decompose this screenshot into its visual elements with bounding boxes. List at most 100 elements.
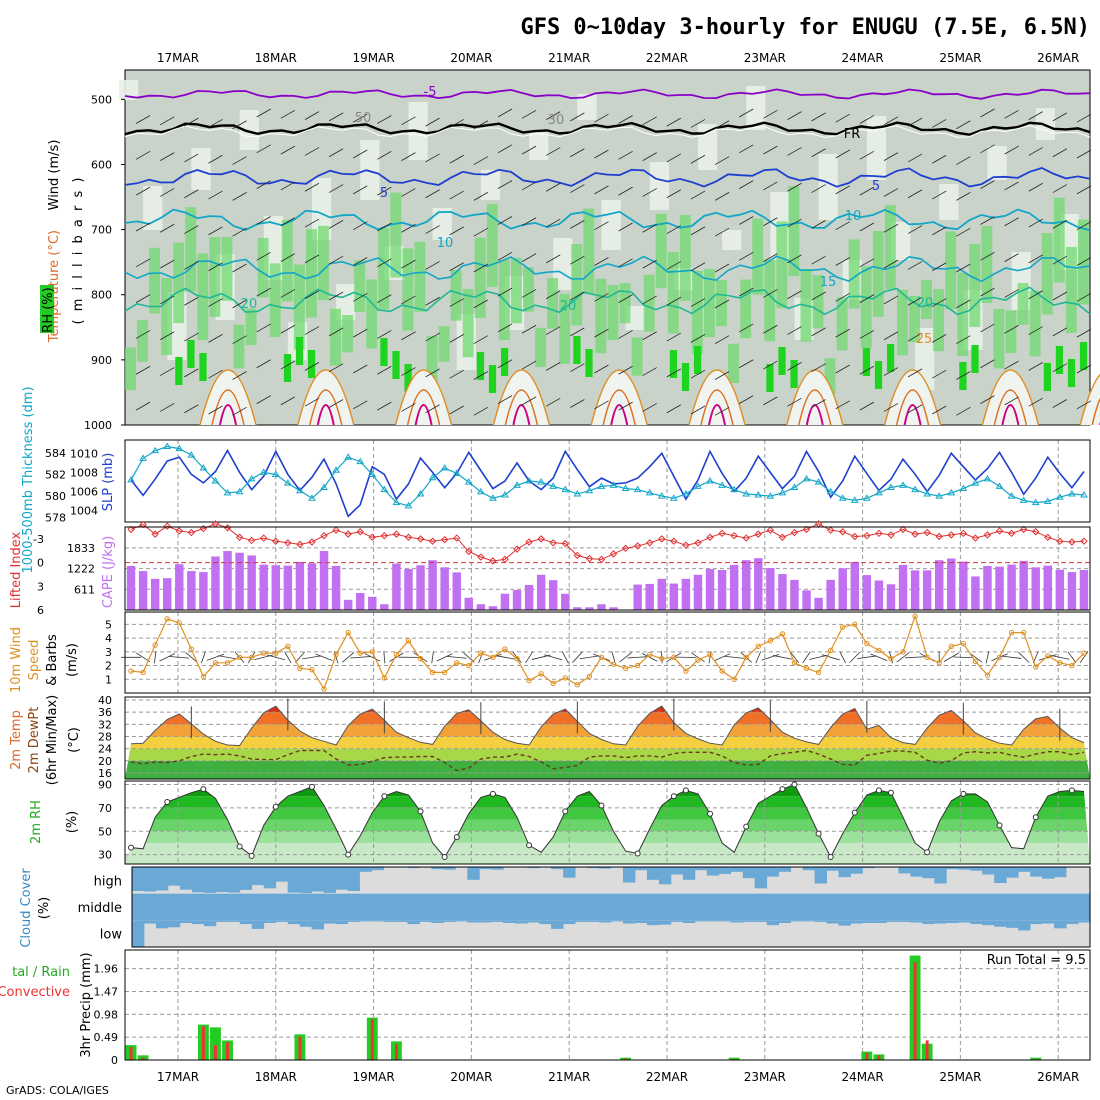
wind-barb [739,359,754,369]
lifted-index-point [609,550,618,558]
wind-barb-10m [1018,651,1030,663]
wind-barb [1028,397,1043,407]
wind-barb [160,259,175,269]
wind-barb-10m [462,652,475,663]
cloud-cover-bar [970,867,983,871]
top-date-label: 24MAR [842,51,884,65]
wind-barb [739,216,754,225]
wind-barb [763,360,778,370]
cloud-cover-bar [287,893,301,921]
cloud-cover-bar [491,867,504,870]
warm-plume-inner [602,389,636,426]
thickness-point [187,451,196,458]
precip-convective-bar [624,1058,628,1060]
wind-barb [932,119,947,128]
lifted-index-point [380,531,389,540]
moist-streak [691,270,703,354]
cloud-cover-bar [503,893,516,921]
wind-barb [497,180,513,189]
moist-streak [897,289,908,356]
wind-barb [521,217,537,227]
wind-barb [232,227,247,237]
moist-streak [571,244,583,326]
cloud-cover-bar [467,867,480,880]
saturated-streak [874,361,883,389]
wind-barb [497,323,513,333]
cape-bar [512,590,522,610]
moist-streak [836,297,848,351]
wind-barb [208,298,223,307]
wind-barb [160,116,175,126]
cape-bar [1043,565,1053,610]
rh-point [345,851,352,858]
rh-point [815,830,822,837]
wind-barb [956,120,971,130]
cloud-cover-bar [179,867,193,890]
wind-barb-10m [789,651,800,663]
thickness-point [971,479,980,486]
dry-patch [866,116,887,180]
wind-barb [618,186,633,196]
wind-barb [1028,326,1043,335]
thickness-point [271,470,280,478]
cape-bar [645,583,654,610]
thickness-point [1055,493,1064,500]
cloud-cover-bar [407,920,420,925]
cloud-cover-bar [551,893,564,921]
lifted-index-tick: 6 [37,604,44,617]
moist-streak [511,257,522,324]
hot-plume [414,404,433,426]
wind-barb [328,255,344,265]
wind-barb [859,294,875,303]
wind-barb [666,153,682,163]
cloud-cover-bar [251,867,265,886]
lifted-index-point [971,534,980,542]
cloud-row-clear [132,920,1090,947]
cloud-cover-bar [323,893,336,921]
wind-barb [883,295,899,305]
wind-barb [521,396,537,406]
moist-streak [342,315,353,353]
lifted-index-point [187,528,196,537]
wind-10m-label: 10m Wind [9,627,24,693]
cloud-cover-bar [742,893,756,921]
wind-barb [907,117,923,127]
cloud-cover-bar [1054,893,1067,921]
wind-barb-10m [857,655,877,660]
wind-barb [208,334,223,343]
cape-lifted-index-panel: -3 0 3 6 1833 1222 611 [33,520,1091,617]
cape-bar [368,596,377,610]
lifted-index-point [489,557,497,565]
rh-point [128,844,135,851]
wind-barb [763,253,778,262]
moist-streak [245,308,257,346]
wind-barb [1004,145,1019,155]
saturated-streak [476,352,485,380]
wind-barb [256,359,271,369]
wind-barb [208,369,223,379]
cloud-cover-bar [922,867,935,879]
cloud-cover-bar [1078,893,1091,921]
moist-streak [1005,310,1017,354]
wind-speed-point [960,640,967,647]
wind-barb-10m [802,651,811,664]
thickness-point [862,494,871,501]
temperature-tick: 24 [98,743,112,756]
cloud-cover-bar [263,867,277,889]
wind-barb [835,400,850,410]
thickness-point [573,489,582,497]
cloud-cover-bar [1006,867,1019,878]
moist-streak [740,279,752,339]
wind-barb [208,405,223,415]
thickness-point [1068,489,1076,497]
rh-point [960,790,967,797]
cloud-cover-bar [838,867,851,878]
cloud-cover-bar [874,893,887,921]
wind-barb [932,154,947,164]
rh-point [441,853,448,860]
wind-barb [208,119,223,128]
wind-barb-10m [525,651,534,664]
bottom-date-label: 25MAR [939,1070,981,1084]
thickness-point [1019,496,1028,503]
